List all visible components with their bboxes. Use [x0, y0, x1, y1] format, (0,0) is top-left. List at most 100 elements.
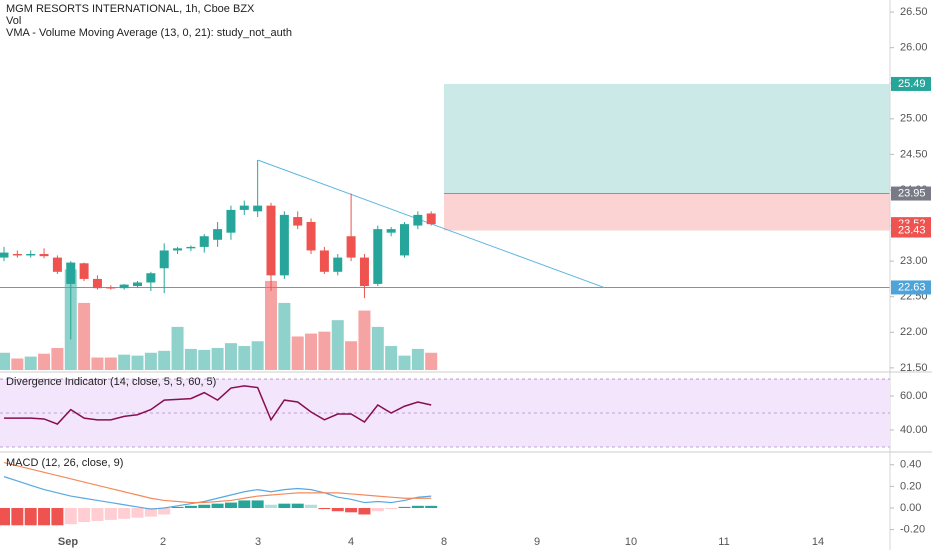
stop-zone — [444, 193, 890, 231]
histogram-bar — [38, 507, 51, 526]
volume-bar — [305, 333, 318, 370]
histogram-bar — [238, 500, 251, 508]
candle-body — [66, 262, 76, 284]
volume-bar — [198, 349, 211, 370]
candle-body — [79, 263, 89, 279]
volume-bar — [345, 341, 358, 370]
histogram-bar — [78, 507, 91, 523]
volume-bar — [358, 310, 371, 370]
candle-body — [213, 229, 223, 240]
y-tick-label: 25.00 — [900, 113, 928, 125]
x-tick-label: 10 — [625, 536, 637, 548]
candle-body — [293, 217, 303, 226]
volume-bar — [371, 326, 384, 370]
price-tag: 22.63 — [891, 280, 931, 295]
candle-body — [133, 282, 142, 287]
histogram-bar — [171, 506, 184, 508]
candle-body — [413, 214, 423, 226]
volume-bar — [291, 336, 304, 370]
volume-bar — [78, 302, 91, 370]
histogram-bar — [331, 507, 344, 512]
volume-bar — [38, 353, 51, 370]
candle-body — [39, 254, 49, 257]
candle-body — [92, 278, 102, 289]
histogram-bar — [251, 500, 264, 508]
pane-title: Divergence Indicator (14, close, 5, 5, 6… — [6, 376, 216, 388]
candle-body — [426, 213, 436, 225]
divergence-line — [4, 385, 432, 425]
volume-bar — [51, 347, 64, 370]
volume-bar — [265, 280, 277, 370]
candle-body — [106, 287, 116, 289]
candle-body — [199, 236, 209, 247]
candle-body — [239, 205, 249, 210]
candle-body — [319, 250, 329, 272]
volume-bar — [411, 348, 424, 370]
histogram-bar — [411, 505, 424, 508]
histogram-bar — [278, 503, 291, 508]
volume-bar — [331, 320, 344, 370]
volume-bar — [425, 352, 438, 370]
histogram-bar — [358, 507, 371, 515]
price-tag-label: 22.63 — [898, 281, 926, 293]
histogram-bar — [144, 507, 157, 517]
x-tick-label: 14 — [812, 536, 824, 548]
volume-bar — [224, 343, 237, 370]
price-tag-box — [891, 280, 931, 295]
price-tag: 25.49 — [891, 76, 931, 91]
candle-body — [266, 205, 276, 276]
volume-bar — [11, 358, 24, 370]
candle-body — [26, 254, 36, 256]
volume-bar — [131, 355, 144, 370]
y-tick-label: 22.00 — [900, 326, 928, 338]
candle-body — [52, 257, 62, 272]
candle-body — [12, 254, 22, 256]
y-tick-label: 21.50 — [900, 362, 928, 374]
y-tick-label: 0.40 — [900, 459, 921, 471]
candle-body — [373, 229, 383, 284]
histogram-bar — [291, 503, 304, 508]
candle-body — [386, 229, 396, 233]
histogram-bar — [0, 507, 10, 526]
y-tick-label: -0.20 — [900, 524, 925, 536]
candle-body — [226, 209, 236, 233]
price-tag-label: 23.95 — [898, 187, 926, 199]
candle-body — [359, 257, 369, 287]
volume-bar — [118, 354, 131, 370]
volume-bar — [184, 348, 197, 370]
volume-bar — [0, 352, 10, 370]
y-tick-label: 0.20 — [900, 480, 921, 492]
histogram-bar — [131, 507, 144, 518]
histogram-bar — [104, 507, 117, 520]
candle-body — [173, 248, 183, 251]
x-tick-label: 3 — [255, 536, 261, 548]
volume-bar — [91, 357, 104, 370]
candle-body — [333, 257, 343, 272]
volume-bar — [158, 350, 171, 370]
price-tag: 23.43 — [891, 223, 931, 238]
candle-body — [119, 284, 129, 289]
y-tick-label: 26.50 — [900, 6, 928, 18]
candle-body — [159, 250, 169, 269]
volume-bar — [251, 341, 264, 370]
price-tag-box — [891, 76, 931, 91]
x-tick-label: 11 — [718, 536, 729, 548]
histogram-bar — [184, 505, 197, 508]
volume-bar — [211, 347, 224, 370]
histogram-bar — [51, 507, 64, 526]
volume-bar — [24, 356, 37, 370]
histogram-bar — [305, 504, 318, 508]
candle-body — [186, 246, 196, 249]
histogram-bar — [224, 502, 237, 508]
price-tag-label: 23.43 — [898, 224, 926, 236]
volume-bar — [144, 352, 157, 370]
macd-line — [3, 476, 432, 510]
price-tag-box — [891, 223, 931, 238]
y-tick-label: 23.00 — [900, 255, 928, 267]
macd-line — [3, 461, 432, 504]
price-tag: 23.95 — [891, 186, 931, 201]
y-tick-label: 24.50 — [900, 148, 928, 160]
volume-bar — [278, 302, 291, 370]
histogram-bar — [91, 507, 104, 521]
